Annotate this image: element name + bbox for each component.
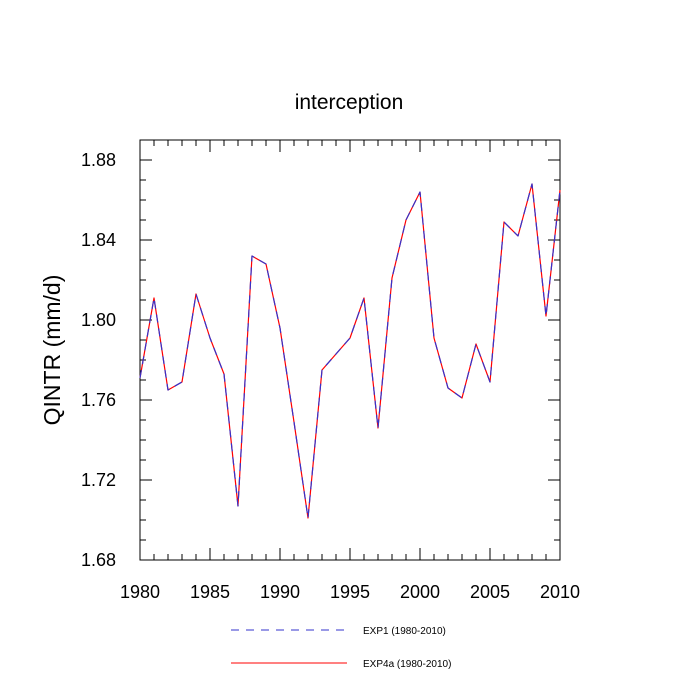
y-tick-label: 1.84 xyxy=(81,230,116,250)
series-layer xyxy=(139,183,561,519)
y-tick-label: 1.76 xyxy=(81,390,116,410)
y-tick-label: 1.80 xyxy=(81,310,116,330)
series-line-exp1 xyxy=(139,183,561,519)
x-tick-label: 2005 xyxy=(470,582,510,602)
y-axis-label: QINTR (mm/d) xyxy=(39,275,65,426)
x-tick-label: 1990 xyxy=(260,582,300,602)
x-tick-label: 1985 xyxy=(190,582,230,602)
series-line-exp4a xyxy=(139,183,561,519)
y-axis: 1.68 1.72 1.76 1.80 1.84 1.88 xyxy=(81,139,560,570)
x-tick-label: 2000 xyxy=(400,582,440,602)
y-tick-label: 1.88 xyxy=(81,150,116,170)
chart-title: interception xyxy=(295,91,404,114)
legend: EXP1 (1980-2010) EXP4a (1980-2010) xyxy=(231,626,451,670)
y-tick-label: 1.68 xyxy=(81,550,116,570)
legend-label: EXP4a (1980-2010) xyxy=(363,659,451,670)
x-tick-label: 1995 xyxy=(330,582,370,602)
legend-label: EXP1 (1980-2010) xyxy=(363,626,446,637)
x-axis: 1980 1985 1990 1995 2000 2005 2010 xyxy=(120,140,580,602)
plot-frame xyxy=(139,139,561,561)
y-tick-label: 1.72 xyxy=(81,470,116,490)
x-tick-label: 1980 xyxy=(120,582,160,602)
x-tick-label: 2010 xyxy=(540,582,580,602)
